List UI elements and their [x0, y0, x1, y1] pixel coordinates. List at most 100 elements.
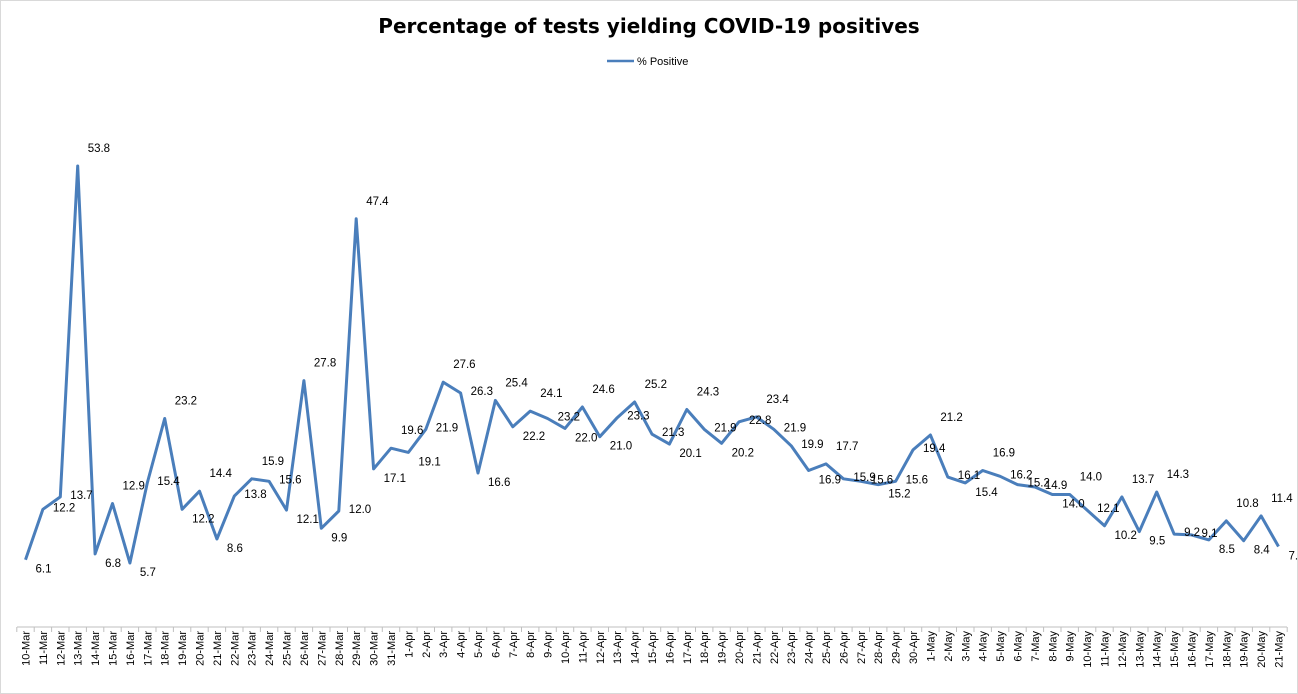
data-label: 12.2: [192, 513, 214, 525]
data-label: 8.6: [227, 543, 243, 555]
x-tick-label: 10-Mar: [21, 631, 33, 666]
data-label: 6.8: [105, 558, 121, 570]
data-label: 14.4: [210, 468, 233, 480]
x-tick-label: 13-May: [1134, 631, 1146, 668]
x-tick-label: 24-Apr: [804, 631, 816, 664]
data-label: 21.0: [610, 441, 632, 453]
data-label: 12.1: [297, 514, 319, 526]
data-label: 16.6: [488, 477, 510, 489]
x-axis-ticks: [16, 627, 1288, 632]
x-tick-label: 7-Apr: [508, 631, 520, 658]
chart-title: Percentage of tests yielding COVID-19 po…: [378, 14, 919, 38]
data-label: 23.2: [175, 396, 197, 408]
data-label: 19.4: [923, 443, 946, 455]
x-tick-label: 25-Apr: [821, 631, 833, 664]
x-tick-label: 4-Apr: [456, 631, 468, 658]
x-tick-label: 10-May: [1082, 631, 1094, 668]
data-labels: 6.112.213.753.86.812.95.715.423.212.214.…: [36, 143, 1298, 579]
data-label: 21.9: [714, 422, 736, 434]
data-label: 9.5: [1149, 536, 1165, 548]
data-label: 23.4: [766, 394, 789, 406]
x-tick-label: 7-May: [1030, 631, 1042, 662]
data-label: 17.7: [836, 441, 858, 453]
x-tick-label: 18-Mar: [160, 631, 172, 666]
x-tick-label: 29-Apr: [891, 631, 903, 664]
x-tick-label: 25-Mar: [282, 631, 294, 666]
x-tick-label: 15-Mar: [108, 631, 120, 666]
data-label: 14.0: [1062, 499, 1084, 511]
x-tick-label: 6-May: [1013, 631, 1025, 662]
x-tick-label: 15-May: [1169, 631, 1181, 668]
data-label: 12.9: [123, 481, 145, 493]
x-tick-label: 23-Apr: [786, 631, 798, 664]
x-tick-label: 28-Mar: [334, 631, 346, 666]
x-tick-label: 5-Apr: [473, 631, 485, 658]
data-label: 22.0: [575, 432, 597, 444]
x-tick-label: 12-Mar: [55, 631, 67, 666]
x-tick-label: 22-Mar: [229, 631, 241, 666]
x-tick-label: 19-May: [1239, 631, 1251, 668]
data-label: 14.9: [1045, 480, 1067, 492]
x-tick-label: 6-Apr: [490, 631, 502, 658]
data-label: 15.9: [853, 472, 875, 484]
x-tick-label: 21-Apr: [751, 631, 763, 664]
x-tick-label: 13-Apr: [612, 631, 624, 664]
x-tick-label: 9-Apr: [543, 631, 555, 658]
x-tick-label: 18-Apr: [699, 631, 711, 664]
data-label: 26.3: [471, 386, 493, 398]
x-tick-label: 5-May: [995, 631, 1007, 662]
x-tick-label: 22-Apr: [769, 631, 781, 664]
x-tick-label: 24-Mar: [264, 631, 276, 666]
data-label: 23.3: [627, 411, 649, 423]
x-tick-label: 19-Apr: [717, 631, 729, 664]
data-label: 15.4: [157, 476, 180, 488]
data-label: 7.7: [1289, 551, 1298, 563]
x-tick-label: 11-Apr: [577, 631, 589, 664]
legend-entry-label: % Positive: [637, 56, 688, 68]
data-label: 8.5: [1219, 544, 1235, 556]
series-line-percent-positive: [24, 164, 1280, 565]
x-tick-label: 20-Mar: [195, 631, 207, 666]
data-label: 21.9: [784, 422, 806, 434]
data-label: 20.2: [732, 447, 754, 459]
data-label: 12.0: [349, 504, 371, 516]
data-label: 15.2: [888, 489, 910, 501]
data-label: 16.9: [993, 448, 1015, 460]
x-tick-label: 31-Mar: [386, 631, 398, 666]
x-tick-label: 8-Apr: [525, 631, 537, 658]
x-tick-label: 23-Mar: [247, 631, 259, 666]
data-label: 19.9: [801, 439, 823, 451]
data-label: 16.2: [1010, 469, 1032, 481]
data-label: 47.4: [366, 196, 389, 208]
data-label: 13.7: [70, 490, 92, 502]
data-label: 24.6: [592, 384, 614, 396]
data-label: 19.1: [418, 456, 440, 468]
x-tick-label: 14-Mar: [90, 631, 102, 666]
x-tick-label: 2-May: [943, 631, 955, 662]
x-tick-label: 18-May: [1221, 631, 1233, 668]
x-tick-label: 21-Mar: [212, 631, 224, 666]
data-label: 23.2: [558, 412, 580, 424]
data-label: 15.6: [871, 474, 893, 486]
x-tick-label: 21-May: [1274, 631, 1286, 668]
data-label: 17.1: [384, 473, 406, 485]
data-label: 8.4: [1254, 545, 1271, 557]
data-label: 9.9: [331, 532, 347, 544]
data-label: 16.9: [819, 475, 841, 487]
x-tick-label: 11-Mar: [38, 631, 50, 665]
data-label: 19.6: [401, 425, 423, 437]
data-label: 9.1: [1202, 528, 1218, 540]
data-label: 6.1: [36, 564, 52, 576]
data-label: 21.2: [940, 412, 962, 424]
data-label: 13.8: [244, 489, 266, 501]
x-tick-label: 27-Mar: [316, 631, 328, 666]
x-tick-label: 30-Mar: [369, 631, 381, 666]
data-label: 15.6: [279, 474, 301, 486]
data-label: 22.2: [523, 431, 545, 443]
data-label: 10.8: [1236, 498, 1258, 510]
data-label: 16.1: [958, 470, 980, 482]
data-label: 14.0: [1080, 472, 1102, 484]
data-label: 24.3: [697, 387, 719, 399]
